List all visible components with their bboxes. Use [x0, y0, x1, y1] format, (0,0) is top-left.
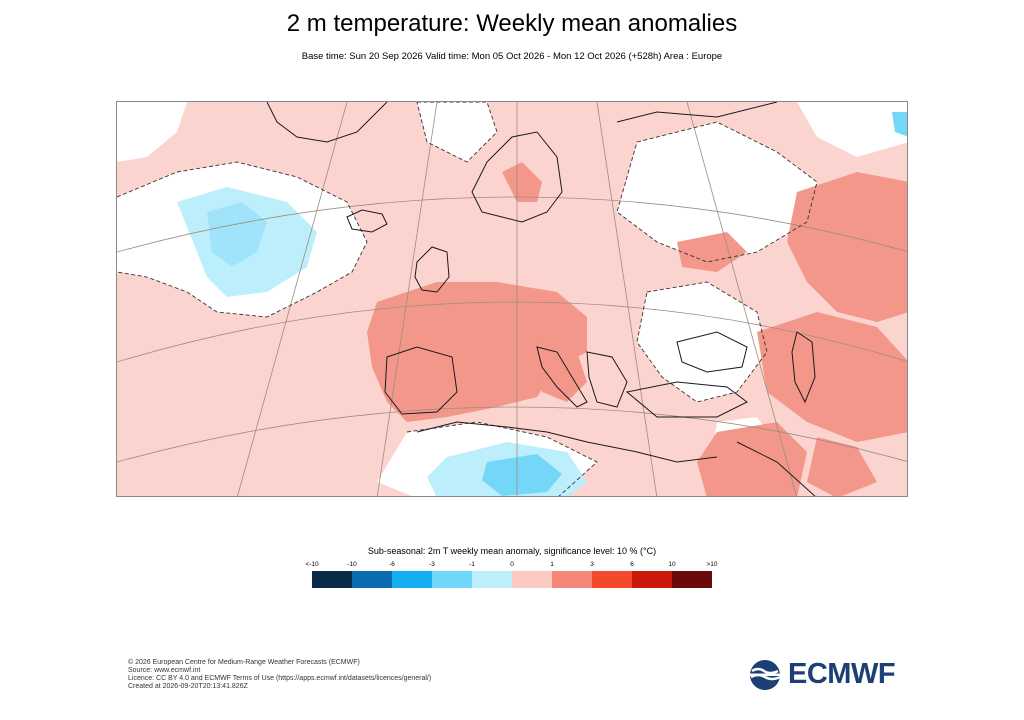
- white-region-atlantic-north: [117, 102, 187, 162]
- legend-swatch: [592, 571, 632, 588]
- white-region-northeast: [797, 102, 907, 157]
- legend-swatch: [552, 571, 592, 588]
- coastline-iceland: [346, 209, 388, 233]
- warm-region-caspian: [807, 437, 877, 496]
- legend-label: 0: [510, 561, 514, 568]
- warm-region-scandinavia: [502, 162, 542, 202]
- footer-created: Created at 2026-09-20T20:13:41.826Z: [128, 683, 248, 690]
- coastline-russia-arctic: [616, 102, 778, 123]
- coastline-iberia: [384, 346, 458, 415]
- ecmwf-wave-logo-icon: [748, 660, 786, 690]
- warm-region-north-africa-east: [697, 422, 807, 496]
- legend-swatch: [632, 571, 672, 588]
- legend-swatch: [472, 571, 512, 588]
- coastline-scandinavia: [471, 131, 563, 223]
- legend-label: <-10: [305, 561, 319, 568]
- legend-swatch: [432, 571, 472, 588]
- coastline-italy: [536, 346, 588, 408]
- legend-label: 10: [668, 561, 676, 568]
- legend-swatch: [392, 571, 432, 588]
- legend-swatch: [312, 571, 352, 588]
- footer-source: Source: www.ecmwf.int: [128, 667, 201, 674]
- legend-label: -10: [347, 561, 357, 568]
- coastline-caspian: [791, 331, 816, 404]
- legend-label: >10: [706, 561, 718, 568]
- coastline-british-isles: [414, 246, 450, 293]
- legend-label: -1: [469, 561, 475, 568]
- chart-subtitle: Base time: Sun 20 Sep 2026 Valid time: M…: [301, 51, 723, 62]
- coastline-arabia: [736, 441, 816, 496]
- cool-anomaly-regions: [177, 112, 907, 496]
- cool-region-atlantic-moderate: [207, 202, 267, 267]
- warm-region-russia-east: [787, 172, 907, 322]
- legend-label: -6: [389, 561, 395, 568]
- legend-label: 3: [590, 561, 594, 568]
- warm-region-baltic: [677, 232, 747, 272]
- coastline-black-sea: [676, 331, 748, 373]
- legend-title: Sub-seasonal: 2m T weekly mean anomaly, …: [367, 546, 657, 556]
- warm-region-italy: [537, 342, 587, 402]
- legend-label: 1: [550, 561, 554, 568]
- legend-swatch: [672, 571, 712, 588]
- ecmwf-logo-text: ECMWF: [788, 658, 896, 690]
- legend-swatch: [352, 571, 392, 588]
- chart-title: 2 m temperature: Weekly mean anomalies: [286, 10, 738, 37]
- legend-labels: <-10 -10 -6 -3 -1 0 1 3 6 10 >10: [292, 561, 732, 571]
- coastline-north-africa: [416, 421, 718, 463]
- footer-credits: © 2026 European Centre for Medium-Range …: [128, 659, 431, 691]
- cool-region-west-greenland: [892, 112, 907, 137]
- coastline-balkans-greece: [586, 351, 628, 408]
- legend-label: 6: [630, 561, 634, 568]
- cool-region-sahara-moderate: [482, 454, 562, 496]
- white-region-eastern-europe: [637, 282, 767, 402]
- coastline-greenland: [266, 102, 388, 143]
- footer-copyright: © 2026 European Centre for Medium-Range …: [128, 659, 360, 666]
- graticule: [117, 102, 907, 496]
- warm-region-western-europe: [367, 282, 587, 422]
- anomaly-map: [116, 101, 908, 497]
- white-region-russia: [617, 122, 817, 262]
- legend-swatch: [512, 571, 552, 588]
- footer-licence: Licence: CC BY 4.0 and ECMWF Terms of Us…: [128, 675, 432, 682]
- warm-region-middle-east: [757, 312, 907, 442]
- coastlines: [266, 102, 816, 496]
- coastline-turkey: [625, 381, 748, 418]
- ecmwf-logo[interactable]: ECMWF: [748, 658, 908, 692]
- warm-anomaly-regions: [367, 162, 907, 496]
- significance-contours: [117, 102, 818, 496]
- legend-label: -3: [429, 561, 435, 568]
- legend-color-bar: [312, 571, 712, 588]
